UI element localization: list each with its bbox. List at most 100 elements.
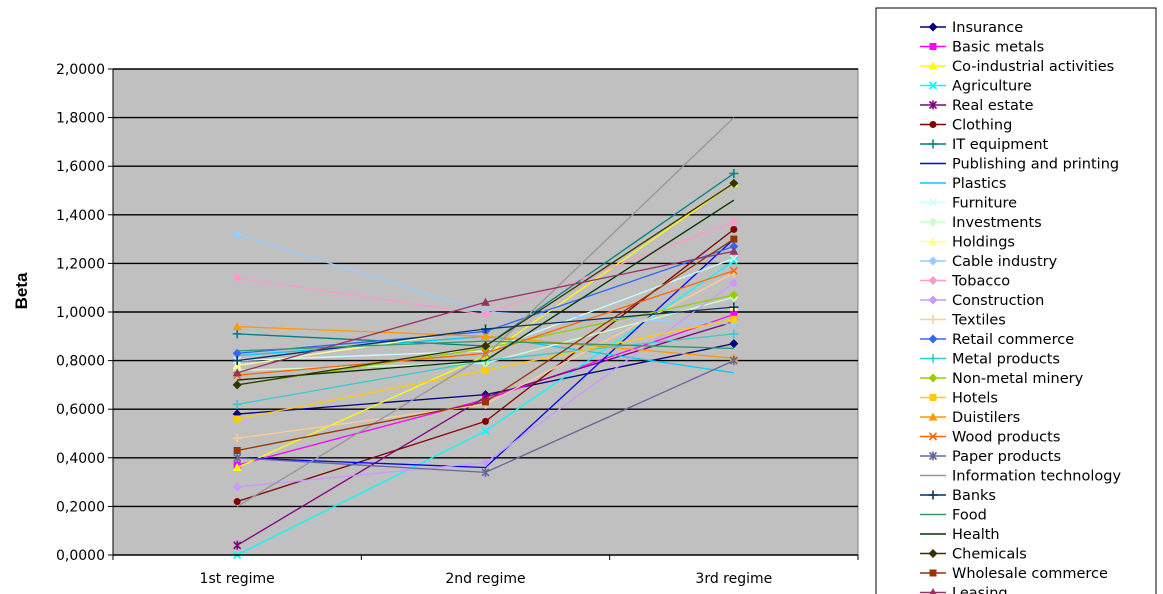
legend-label: Chemicals bbox=[952, 547, 1027, 563]
y-tick-label: 0,6000 bbox=[56, 402, 105, 418]
data-point bbox=[481, 427, 490, 436]
legend-label: Duistilers bbox=[952, 410, 1020, 426]
data-point bbox=[481, 341, 490, 351]
data-point bbox=[729, 290, 739, 300]
legend-label: Agriculture bbox=[952, 79, 1032, 95]
series-polyline bbox=[237, 199, 735, 381]
data-point bbox=[232, 463, 242, 472]
data-point bbox=[481, 458, 490, 468]
legend-label: Health bbox=[952, 527, 1000, 543]
y-tick-label: 1,0000 bbox=[56, 305, 105, 321]
data-point bbox=[232, 356, 242, 366]
series-line bbox=[237, 340, 734, 352]
legend-label: Cable industry bbox=[952, 254, 1058, 270]
y-tick-label: 1,6000 bbox=[56, 159, 105, 175]
data-point bbox=[928, 451, 938, 461]
data-point bbox=[928, 217, 938, 227]
data-point bbox=[928, 295, 938, 305]
legend-entry: Insurance bbox=[920, 20, 1023, 36]
data-point bbox=[729, 217, 739, 227]
legend-entry: Leasing bbox=[920, 586, 1008, 594]
legend-entry: IT equipment bbox=[920, 137, 1049, 153]
y-tick-label: 0,0000 bbox=[56, 548, 105, 564]
x-tick-label: 2nd regime bbox=[445, 571, 525, 587]
data-point bbox=[232, 322, 242, 331]
legend-label: Holdings bbox=[952, 235, 1015, 251]
data-point bbox=[928, 139, 938, 149]
data-point bbox=[730, 235, 738, 243]
data-point bbox=[929, 588, 937, 594]
legend-label: Co-industrial activities bbox=[952, 59, 1114, 75]
legend-label: Real estate bbox=[952, 98, 1034, 114]
data-point bbox=[232, 482, 242, 492]
legend-label: Publishing and printing bbox=[952, 157, 1119, 173]
series-line bbox=[233, 356, 738, 477]
data-point bbox=[729, 278, 739, 288]
data-point bbox=[729, 254, 738, 263]
legend-label: Furniture bbox=[952, 196, 1017, 212]
data-point bbox=[928, 100, 938, 110]
legend: Insurance Basic metals Co-industrial activ… bbox=[875, 7, 1157, 594]
legend-entry: Cable industry bbox=[920, 254, 1058, 270]
data-point bbox=[232, 273, 242, 283]
legend-entry: Health bbox=[920, 527, 1000, 543]
data-point bbox=[928, 315, 938, 324]
data-point bbox=[929, 394, 937, 401]
legend-label: Textiles bbox=[951, 313, 1006, 329]
y-tick-label: 1,4000 bbox=[56, 208, 105, 224]
data-point bbox=[729, 178, 739, 188]
series-line bbox=[232, 302, 739, 366]
series-line bbox=[237, 199, 735, 381]
y-tick-label: 1,8000 bbox=[56, 111, 105, 127]
data-point bbox=[928, 549, 938, 558]
data-point bbox=[481, 324, 490, 334]
legend-label: Retail commerce bbox=[952, 332, 1074, 348]
series-line bbox=[237, 238, 735, 469]
data-point bbox=[233, 453, 242, 463]
data-point bbox=[928, 276, 938, 285]
legend-label: Non-metal minery bbox=[952, 371, 1084, 387]
legend-label: Investments bbox=[952, 215, 1042, 231]
legend-label: Food bbox=[952, 508, 987, 524]
series-line bbox=[232, 178, 739, 390]
data-point bbox=[928, 81, 938, 90]
data-point bbox=[928, 412, 938, 421]
data-point bbox=[928, 490, 938, 500]
legend-label: Construction bbox=[952, 293, 1044, 309]
data-point bbox=[232, 368, 242, 377]
data-point bbox=[481, 297, 490, 306]
legend-label: IT equipment bbox=[952, 137, 1049, 153]
series-line bbox=[233, 315, 738, 423]
data-point bbox=[232, 399, 242, 409]
y-axis-label: Beta bbox=[12, 272, 31, 309]
legend-entry: Duistilers bbox=[920, 410, 1020, 426]
legend-label: Paper products bbox=[952, 449, 1061, 465]
legend-entry: Holdings bbox=[920, 235, 1015, 251]
data-point bbox=[233, 540, 242, 550]
y-tick-label: 0,4000 bbox=[56, 451, 105, 467]
series-line bbox=[236, 117, 735, 507]
data-point bbox=[729, 256, 738, 266]
legend-label: Banks bbox=[952, 488, 996, 504]
data-point bbox=[481, 467, 490, 477]
legend-entry: Banks bbox=[920, 488, 996, 504]
series-polyline bbox=[236, 117, 735, 507]
data-point bbox=[730, 315, 738, 323]
data-point bbox=[232, 433, 242, 443]
data-point bbox=[929, 569, 937, 577]
legend-label: Clothing bbox=[952, 118, 1012, 134]
data-point bbox=[232, 380, 242, 390]
data-point bbox=[729, 246, 739, 255]
axes: 0,0000 0,2000 0,4000 0,6000 0,8000 1,0000 1,20… bbox=[56, 62, 859, 587]
legend-entry: Textiles bbox=[920, 313, 1006, 329]
data-point bbox=[232, 229, 242, 239]
legend-label: Insurance bbox=[952, 20, 1023, 36]
y-tick-label: 0,2000 bbox=[56, 499, 105, 515]
legend-entry: Furniture bbox=[920, 196, 1017, 212]
data-point bbox=[482, 417, 489, 425]
data-point bbox=[482, 366, 489, 374]
legend-label: Hotels bbox=[952, 391, 998, 407]
data-point bbox=[928, 334, 938, 344]
legend-entry: Plastics bbox=[920, 176, 1006, 192]
